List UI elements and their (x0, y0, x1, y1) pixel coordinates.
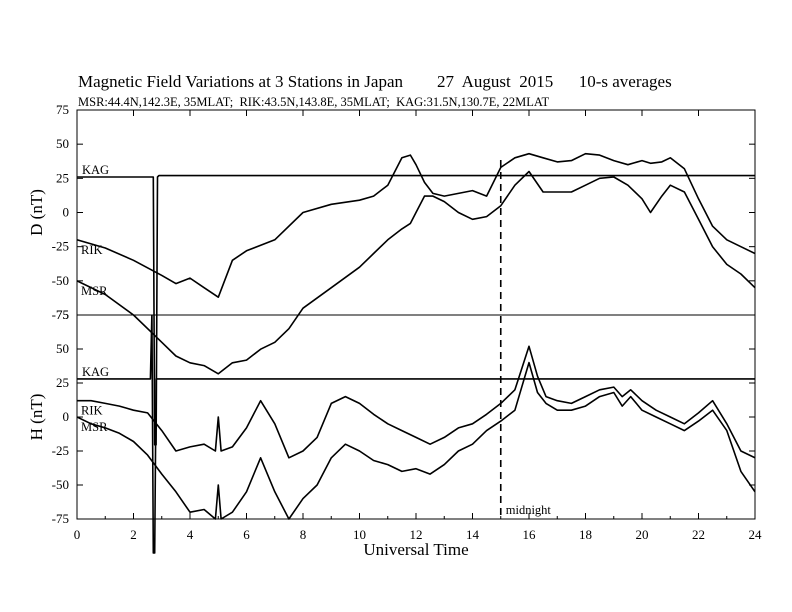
station-label-msr: MSR (81, 284, 108, 298)
x-tick-label: 4 (187, 527, 194, 542)
y-tick-label: 25 (56, 375, 69, 390)
midnight-label: midnight (506, 503, 552, 517)
y-tick-label: -75 (52, 511, 69, 526)
x-tick-label: 0 (74, 527, 81, 542)
chart-title-main: Magnetic Field Variations at 3 Stations … (78, 72, 404, 91)
station-label-rik: RIK (81, 243, 103, 257)
x-tick-label: 6 (243, 527, 250, 542)
x-tick-label: 16 (523, 527, 537, 542)
y-tick-label: 25 (56, 170, 69, 185)
series-line-h-rik (77, 345, 755, 459)
x-tick-label: 8 (300, 527, 307, 542)
x-tick-label: 22 (692, 527, 705, 542)
y-tick-label: 50 (56, 136, 69, 151)
x-tick-label: 20 (636, 527, 649, 542)
chart-title: Magnetic Field Variations at 3 Stations … (78, 72, 672, 92)
series-line-h-kag (77, 315, 755, 554)
x-tick-label: 24 (749, 527, 763, 542)
y-tick-label: 0 (63, 205, 70, 220)
series-line-d-rik (77, 152, 755, 298)
y-tick-label: -50 (52, 273, 69, 288)
y-tick-label: 50 (56, 341, 69, 356)
y-tick-label: 75 (56, 102, 69, 117)
series-line-h-msr (77, 361, 755, 520)
series-line-d-msr (77, 170, 755, 375)
y-tick-label: -25 (52, 443, 69, 458)
x-tick-label: 12 (410, 527, 423, 542)
station-label-kag: KAG (82, 163, 109, 177)
chart-title-date: 27 August 2015 (437, 72, 554, 91)
chart-subtitle: MSR:44.4N,142.3E, 35MLAT; RIK:43.5N,143.… (78, 95, 550, 109)
x-tick-label: 14 (466, 527, 480, 542)
y-tick-label: -50 (52, 477, 69, 492)
y-tick-label: -25 (52, 239, 69, 254)
chart-title-averaging: 10-s averages (578, 72, 672, 91)
x-axis-title: Universal Time (363, 540, 468, 559)
series-line-d-kag (77, 174, 755, 446)
y-tick-label: -75 (52, 307, 69, 322)
y-axis-title: D (nT) (27, 189, 46, 236)
station-label-rik: RIK (81, 404, 103, 418)
x-tick-label: 10 (353, 527, 366, 542)
x-tick-label: 2 (130, 527, 137, 542)
y-tick-label: 0 (63, 409, 70, 424)
station-label-msr: MSR (81, 420, 108, 434)
station-label-kag: KAG (82, 365, 109, 379)
x-tick-label: 18 (579, 527, 592, 542)
y-tick-label: 75 (56, 307, 69, 322)
y-axis-title: H (nT) (27, 394, 46, 441)
